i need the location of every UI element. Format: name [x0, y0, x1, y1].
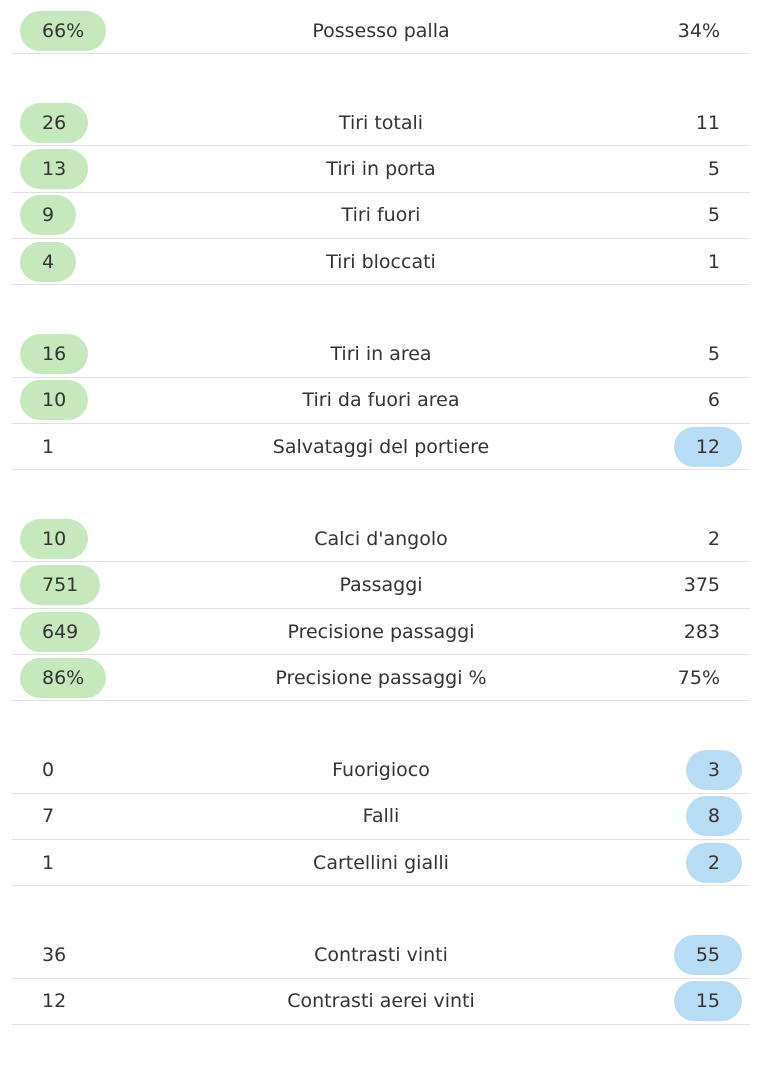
home-value: 86% — [20, 657, 107, 698]
stat-label: Cartellini gialli — [313, 851, 449, 874]
away-value: 75% — [677, 666, 720, 689]
stat-label: Falli — [362, 805, 400, 828]
stat-label: Precisione passaggi % — [275, 666, 487, 689]
away-value: 34% — [677, 19, 720, 42]
stat-row: Tiri bloccati 4 1 — [12, 239, 750, 286]
home-value: 7 — [42, 805, 55, 828]
home-value: 26 — [20, 102, 89, 143]
stat-row: Passaggi 751 375 — [12, 563, 750, 609]
home-value: 10 — [20, 518, 89, 559]
away-value: 283 — [683, 620, 720, 643]
home-value: 16 — [20, 334, 89, 374]
stat-label: Salvataggi del portiere — [272, 435, 490, 458]
stat-label: Tiri in porta — [326, 158, 436, 181]
stat-row: Tiri fuori 9 5 — [12, 193, 750, 239]
stat-label: Tiri in area — [330, 343, 432, 365]
home-value: 66% — [20, 10, 107, 51]
stat-label: Fuorigioco — [332, 759, 430, 782]
stat-row: Fuorigioco 0 3 — [12, 748, 750, 794]
stat-label: Passaggi — [339, 574, 423, 597]
away-value: 8 — [685, 796, 742, 837]
away-value: 11 — [695, 111, 720, 134]
away-value: 5 — [707, 204, 720, 227]
away-value: 12 — [673, 426, 742, 467]
home-value: 9 — [20, 195, 77, 236]
stat-row: Precisione passaggi 649 283 — [12, 609, 750, 655]
home-value: 1 — [42, 851, 55, 874]
stat-row: Possesso palla 66% 34% — [12, 8, 750, 54]
away-value: 1 — [707, 250, 720, 273]
home-value: 1 — [42, 435, 55, 458]
home-value: 0 — [42, 759, 55, 782]
home-value: 10 — [20, 380, 89, 421]
stat-row: Contrasti aerei vinti 12 15 — [12, 979, 750, 1025]
home-value: 36 — [42, 944, 67, 966]
stat-label: Tiri totali — [338, 111, 424, 134]
stat-row: Salvataggi del portiere 1 12 — [12, 424, 750, 471]
stat-row: Falli 7 8 — [12, 794, 750, 840]
away-value: 2 — [685, 842, 742, 883]
stat-label: Contrasti aerei vinti — [287, 990, 475, 1013]
away-value: 375 — [683, 574, 720, 597]
away-value: 3 — [685, 750, 742, 791]
stat-label: Tiri da fuori area — [302, 389, 460, 412]
away-value: 2 — [707, 527, 720, 550]
stat-row: Tiri da fuori area 10 6 — [12, 378, 750, 424]
stat-label: Calci d'angolo — [314, 527, 448, 550]
home-value: 12 — [42, 990, 67, 1013]
away-value: 15 — [673, 981, 742, 1022]
stat-label: Tiri bloccati — [326, 250, 436, 273]
away-value: 6 — [707, 389, 720, 412]
stat-row: Calci d'angolo 10 2 — [12, 516, 750, 563]
home-value: 751 — [20, 565, 101, 606]
stat-row: Tiri in area 16 5 — [12, 332, 750, 378]
stat-row: Precisione passaggi % 86% 75% — [12, 655, 750, 702]
home-value: 13 — [20, 149, 89, 190]
stat-label: Precisione passaggi — [287, 620, 475, 643]
away-value: 5 — [707, 158, 720, 181]
stat-row: Contrasti vinti 36 55 — [12, 933, 750, 979]
home-value: 4 — [20, 241, 77, 282]
stat-row: Tiri in porta 13 5 — [12, 147, 750, 193]
stat-label: Possesso palla — [312, 19, 450, 42]
stat-row: Tiri totali 26 11 — [12, 100, 750, 147]
stat-row: Cartellini gialli 1 2 — [12, 840, 750, 887]
home-value: 649 — [20, 611, 101, 652]
away-value: 5 — [707, 343, 720, 365]
stat-label: Tiri fuori — [341, 204, 421, 227]
away-value: 55 — [673, 935, 742, 975]
stat-label: Contrasti vinti — [314, 944, 448, 966]
